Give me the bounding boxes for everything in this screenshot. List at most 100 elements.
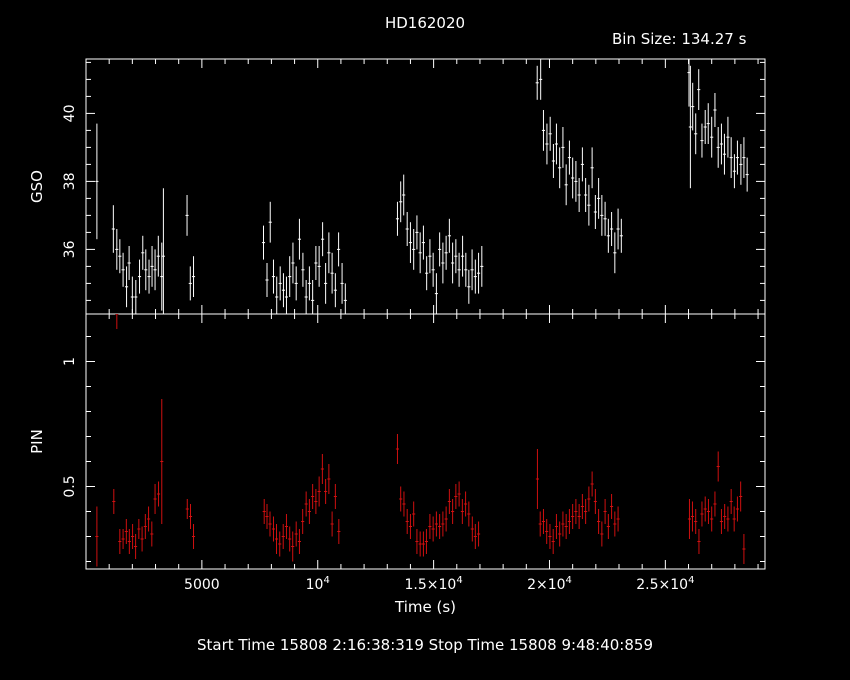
pin-frame <box>85 313 766 570</box>
gso-data-point <box>726 116 730 158</box>
gso-data-point <box>551 144 555 178</box>
pin-data-point <box>307 499 311 524</box>
pin-data-point <box>333 484 337 509</box>
gso-data-point <box>574 161 578 202</box>
gso-data-point <box>444 235 448 270</box>
pin-data-point <box>464 491 468 517</box>
gso-data-point <box>161 188 165 314</box>
pin-data-points <box>95 314 746 567</box>
pin-data-point <box>577 504 581 529</box>
gso-panel: 36 38 40 GSO <box>28 58 766 315</box>
gso-data-point <box>464 252 468 287</box>
gso-data-point <box>477 252 481 294</box>
gso-data-point <box>735 140 739 175</box>
pin-data-point <box>590 471 594 497</box>
gso-data-point <box>558 147 562 189</box>
gso-data-point <box>160 242 164 311</box>
gso-data-point <box>134 280 138 314</box>
gso-data-point <box>137 259 142 294</box>
pin-data-point <box>288 526 292 552</box>
pin-data-point <box>191 524 196 549</box>
gso-data-point <box>742 137 746 178</box>
pin-data-point <box>467 501 471 527</box>
gso-data-point <box>278 266 282 301</box>
pin-data-point <box>564 514 568 539</box>
pin-data-point <box>160 399 164 524</box>
gso-data-point <box>144 249 148 291</box>
pin-data-point <box>284 514 289 539</box>
pin-data-point <box>124 519 128 544</box>
pin-data-point <box>137 519 141 539</box>
gso-data-point <box>739 144 743 185</box>
pin-x-tick-label: 104 <box>306 575 330 593</box>
pin-data-point <box>415 529 419 554</box>
pin-data-point <box>551 529 555 554</box>
gso-data-point <box>729 137 733 178</box>
gso-data-point <box>567 140 571 175</box>
pin-data-point <box>616 506 620 532</box>
gso-data-point <box>121 252 125 287</box>
pin-data-point <box>561 511 565 537</box>
pin-x-tick-label: 5000 <box>184 577 220 593</box>
gso-data-point <box>571 157 575 199</box>
pin-data-point <box>713 491 717 517</box>
gso-data-point <box>111 205 115 253</box>
gso-data-point <box>333 273 337 308</box>
gso-data-point <box>147 259 151 294</box>
gso-data-point <box>554 123 558 165</box>
pin-data-point <box>327 464 331 494</box>
pin-data-point <box>140 526 144 552</box>
pin-data-point <box>710 506 714 532</box>
pin-data-point <box>281 524 285 549</box>
pin-data-point <box>742 534 746 564</box>
pin-data-point <box>434 511 438 537</box>
pin-data-point <box>311 484 315 509</box>
gso-data-point <box>713 93 717 127</box>
gso-data-point <box>340 263 344 304</box>
pin-data-point <box>399 486 403 512</box>
pin-data-point <box>405 509 409 534</box>
gso-data-point <box>703 110 707 144</box>
pin-data-point <box>112 489 116 514</box>
gso-data-point <box>431 252 435 287</box>
gso-data-point <box>564 164 568 206</box>
gso-data-point <box>600 195 604 236</box>
pin-data-point <box>268 511 272 537</box>
pin-data-point <box>477 521 481 547</box>
gso-data-point <box>125 266 129 308</box>
gso-data-point <box>548 116 552 151</box>
pin-panel: 0.5 1 PIN 5000 104 1.5×104 2×104 2.5×104 Time (s… <box>28 313 766 616</box>
gso-data-point <box>188 266 192 301</box>
gso-y-tick-label: 36 <box>62 240 78 258</box>
gso-data-point <box>688 65 692 189</box>
pin-data-point <box>545 519 549 544</box>
gso-data-point <box>118 239 122 274</box>
pin-data-point <box>706 499 711 524</box>
gso-data-point <box>716 127 720 168</box>
pin-data-point <box>716 451 720 482</box>
gso-data-point <box>434 273 438 314</box>
gso-data-point <box>706 103 710 144</box>
gso-data-point <box>324 263 328 304</box>
pin-data-point <box>121 529 125 549</box>
gso-data-point <box>451 242 455 284</box>
gso-data-point <box>321 222 325 257</box>
gso-data-point <box>95 123 99 240</box>
gso-data-point <box>593 195 597 229</box>
pin-data-point <box>320 454 324 484</box>
gso-data-point <box>343 283 347 314</box>
pin-data-point <box>147 506 151 532</box>
pin-data-point <box>127 529 131 554</box>
gso-data-point <box>185 195 189 236</box>
pin-data-point <box>535 449 539 509</box>
gso-data-point <box>587 184 591 226</box>
pin-data-point <box>690 501 695 532</box>
gso-data-point <box>268 201 272 243</box>
gso-data-point <box>745 157 749 192</box>
gso-data-point <box>613 232 617 274</box>
bin-size-label: Bin Size: 134.27 s <box>612 30 747 48</box>
gso-data-point <box>577 178 581 212</box>
pin-data-point <box>729 489 733 514</box>
pin-data-point <box>330 511 334 537</box>
